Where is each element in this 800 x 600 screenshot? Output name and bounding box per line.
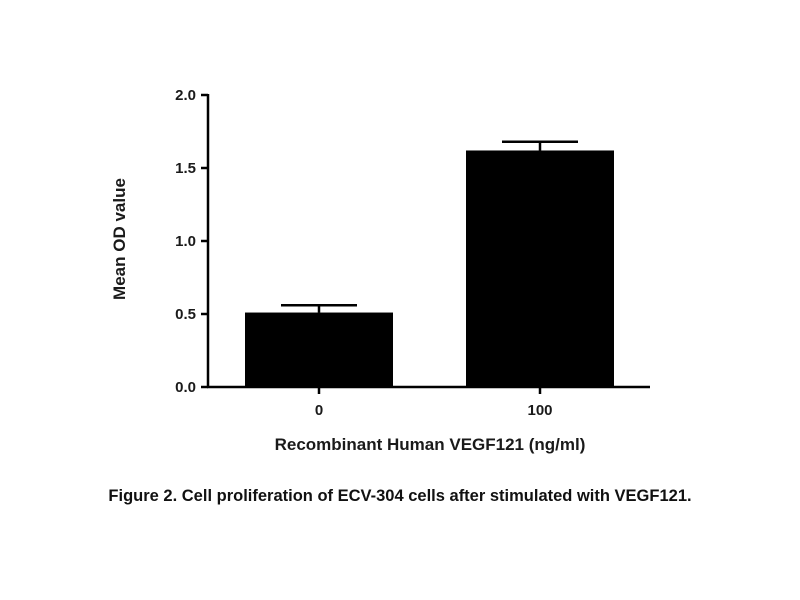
x-tick-label: 0	[315, 402, 323, 419]
bars	[245, 140, 614, 387]
x-tick-label: 100	[527, 402, 552, 419]
y-tick-label: 0.5	[175, 306, 196, 323]
bar	[245, 312, 393, 387]
x-axis-title: Recombinant Human VEGF121 (ng/ml)	[275, 435, 586, 454]
y-tick-label: 1.5	[175, 160, 196, 177]
figure-caption: Figure 2. Cell proliferation of ECV-304 …	[108, 487, 692, 505]
y-tick-label: 1.0	[175, 233, 196, 250]
y-axis-title: Mean OD value	[110, 178, 129, 300]
y-axis-ticks: 0.0 0.5 1.0 1.5 2.0	[175, 87, 208, 396]
x-axis-ticks: 0 100	[315, 387, 553, 419]
bar-chart: 0.0 0.5 1.0 1.5 2.0 0 100 Mean OD value Recom…	[110, 87, 650, 454]
y-tick-label: 2.0	[175, 87, 196, 104]
bar	[466, 150, 614, 387]
y-tick-label: 0.0	[175, 379, 196, 396]
